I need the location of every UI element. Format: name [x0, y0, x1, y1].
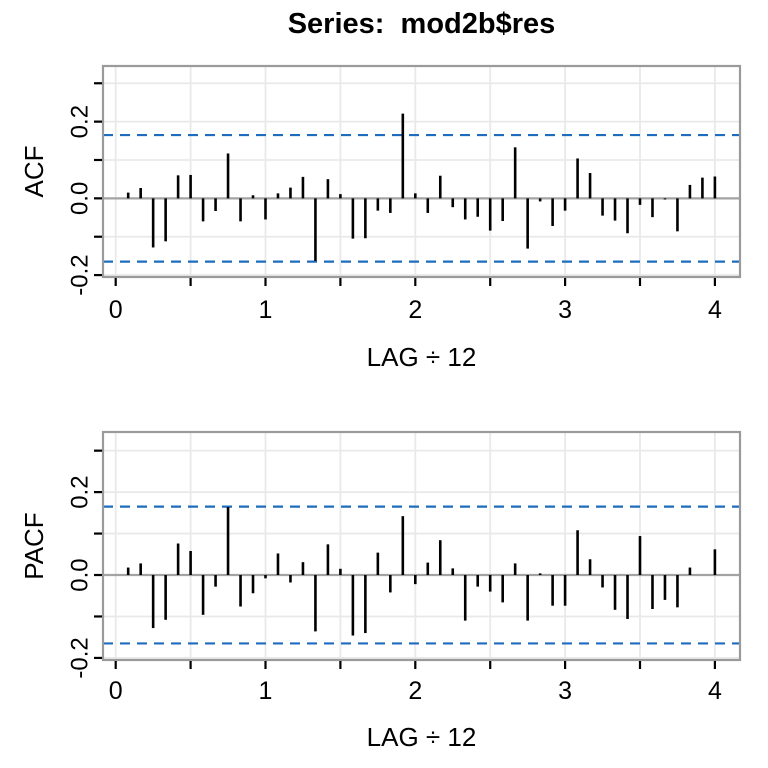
x-tick-label: 0 — [109, 296, 123, 324]
y-tick-label: 0.2 — [67, 105, 94, 138]
panel-border — [101, 64, 742, 279]
x-tick-label: 3 — [558, 296, 572, 324]
y-tick-label: 0.0 — [67, 182, 94, 215]
figure-title: Series: mod2b$res — [287, 8, 556, 40]
x-tick-label: 1 — [259, 677, 273, 705]
y-tick-label: 0.2 — [67, 475, 94, 508]
x-tick-label: 3 — [558, 677, 572, 705]
x-tick-label: 4 — [708, 677, 722, 705]
panel-border — [101, 430, 742, 662]
y-tick-label: 0.0 — [67, 558, 94, 591]
y-axis-label: ACF — [19, 146, 49, 198]
x-tick-label: 1 — [259, 296, 273, 324]
x-axis-label: LAG ÷ 12 — [367, 722, 477, 752]
y-tick-label: -0.2 — [67, 637, 94, 678]
x-axis-label: LAG ÷ 12 — [367, 342, 477, 372]
y-axis-label: PACF — [19, 512, 49, 579]
x-tick-label: 2 — [408, 677, 422, 705]
x-tick-label: 2 — [408, 296, 422, 324]
y-tick-label: -0.2 — [67, 254, 94, 295]
x-tick-label: 4 — [708, 296, 722, 324]
x-tick-label: 0 — [109, 677, 123, 705]
